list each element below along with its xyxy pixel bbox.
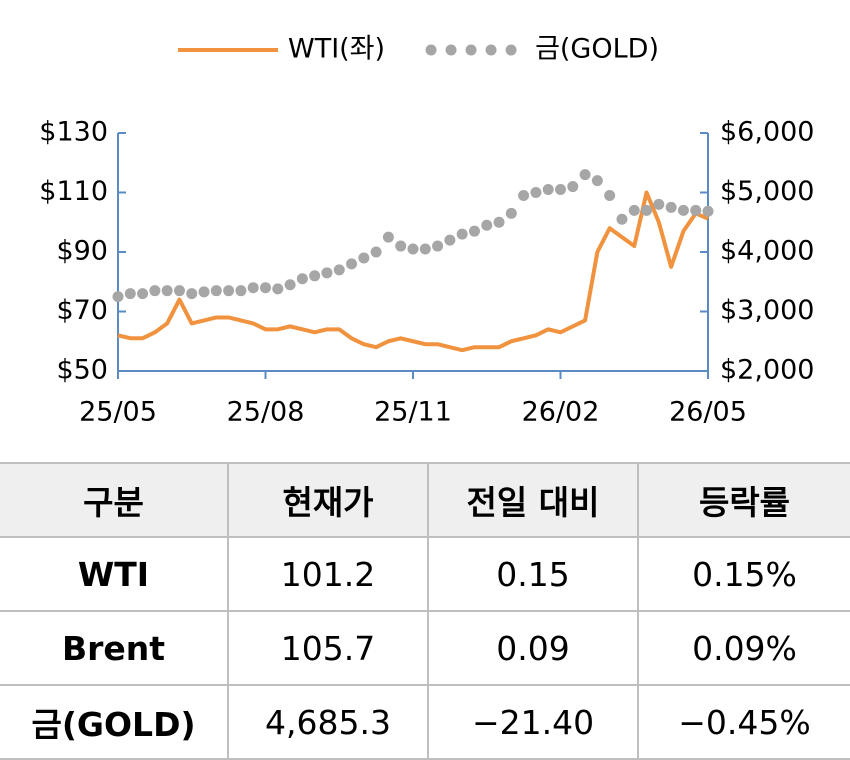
table-cell: 0.15% — [637, 536, 850, 612]
table-body: WTI 101.2 0.15 0.15% Brent 105.7 0.09 0.09% 금(GO… — [0, 536, 850, 760]
gold-point — [370, 246, 382, 258]
gold-point — [382, 231, 394, 243]
gold-point — [198, 286, 210, 298]
gold-point — [555, 184, 566, 196]
gold-point — [444, 234, 456, 246]
table-cell: 4,685.3 — [227, 684, 429, 760]
table-cell: 0.09 — [427, 610, 639, 686]
gold-point — [260, 282, 271, 294]
table-cell: −21.40 — [427, 684, 639, 760]
header-row: 구분 현재가 전일 대비 등락률 — [0, 462, 850, 538]
gold-point — [309, 270, 321, 282]
y2-tick-label: $4,000 — [720, 236, 814, 267]
gold-point — [419, 243, 431, 255]
legend-swatch — [425, 44, 437, 56]
gold-point — [112, 291, 124, 303]
header-cell: 전일 대비 — [427, 462, 639, 538]
table-cell: WTI — [0, 536, 229, 612]
gold-point — [604, 189, 616, 201]
x-tick-label: 26/02 — [522, 397, 600, 428]
y2-tick-label: $3,000 — [720, 295, 814, 326]
gold-point — [456, 228, 468, 240]
header-cell: 현재가 — [227, 462, 429, 538]
gold-point — [628, 204, 640, 216]
chart: $50 $70 $90 $110 $130 $2,000 $3,000 $4,000 $5,00… — [39, 34, 814, 428]
table-row: 금(GOLD) 4,685.3 −21.40 −0.45% — [0, 684, 850, 760]
legend-swatch — [505, 44, 517, 56]
gold-point — [530, 187, 542, 198]
table-cell: −0.45% — [637, 684, 850, 760]
gold-point — [641, 204, 653, 216]
table-cell: 0.15 — [427, 536, 639, 612]
legend-label: 금(GOLD) — [535, 34, 659, 65]
y-tick-label: $90 — [56, 236, 108, 267]
x-tick-label: 26/05 — [669, 397, 747, 428]
gold-point — [542, 184, 554, 196]
header-cell: 등락률 — [637, 462, 850, 538]
gold-point — [579, 169, 591, 181]
y2-tick-label: $5,000 — [720, 176, 814, 207]
gold-point — [173, 285, 185, 297]
legend-swatch — [485, 44, 497, 56]
gold-point — [223, 285, 235, 297]
legend-swatch — [445, 44, 457, 56]
y-tick-label: $130 — [39, 117, 108, 148]
gold-point — [677, 204, 689, 216]
table-cell: Brent — [0, 610, 229, 686]
gold-point — [567, 181, 579, 193]
y2-tick-label: $6,000 — [720, 117, 814, 148]
gold-point — [149, 285, 161, 297]
gold-point — [124, 288, 136, 300]
gold-point — [247, 282, 259, 294]
legend-swatch — [465, 44, 477, 56]
gold-point — [358, 252, 370, 264]
table-cell: 0.09% — [637, 610, 850, 686]
gold-point — [481, 219, 493, 231]
gold-point — [346, 258, 358, 270]
gold-point — [493, 216, 505, 228]
table-cell: 101.2 — [227, 536, 429, 612]
y-tick-label: $50 — [56, 355, 108, 386]
y-tick-label: $110 — [39, 176, 108, 207]
gold-point — [407, 243, 419, 255]
gold-point — [653, 198, 665, 210]
table-cell: 금(GOLD) — [0, 684, 229, 760]
gold-point — [161, 285, 173, 297]
gold-point — [272, 283, 284, 295]
table-row: WTI 101.2 0.15 0.15% — [0, 536, 850, 612]
gold-point — [518, 189, 530, 201]
wti-line — [117, 190, 709, 353]
gold-point — [505, 207, 517, 219]
gold-point — [210, 285, 222, 297]
table-cell: 105.7 — [227, 610, 429, 686]
gold-point — [186, 288, 198, 300]
x-tick-label: 25/05 — [79, 397, 157, 428]
gold-point — [235, 285, 247, 297]
x-tick-label: 25/08 — [227, 397, 305, 428]
gold-point — [333, 264, 345, 276]
x-tick-label: 25/11 — [374, 397, 452, 428]
gold-point — [702, 205, 714, 217]
gold-point — [591, 175, 603, 187]
gold-point — [432, 240, 444, 252]
gold-point — [616, 213, 628, 225]
table-row: Brent 105.7 0.09 0.09% — [0, 610, 850, 686]
price-table: 구분 현재가 전일 대비 등락률 WTI 101.2 0.15 0.15% Brent 105.… — [0, 462, 850, 760]
y2-tick-label: $2,000 — [720, 355, 814, 386]
gold-point — [395, 240, 407, 252]
gold-point — [296, 273, 308, 285]
legend-label: WTI(좌) — [288, 34, 385, 65]
gold-point — [321, 267, 333, 279]
header-cell: 구분 — [0, 462, 229, 538]
gold-point — [284, 279, 296, 291]
gold-point — [137, 288, 149, 300]
y-tick-label: $70 — [56, 295, 108, 326]
gold-point — [468, 225, 480, 237]
gold-point — [665, 201, 677, 213]
gold-point — [690, 204, 702, 216]
